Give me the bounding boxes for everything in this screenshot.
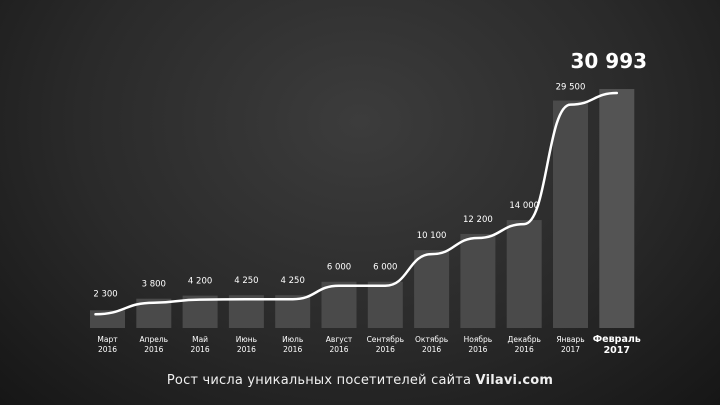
bar-3 xyxy=(228,295,264,328)
value-label-0: 2 300 xyxy=(93,289,117,299)
bars-group xyxy=(90,89,635,328)
bar-11 xyxy=(599,89,635,328)
caption-site: Vilavi.com xyxy=(475,373,554,388)
x-tick-label-4: Июль 2016 xyxy=(282,335,303,354)
value-label-8: 12 200 xyxy=(463,215,493,225)
x-tick-label-6: Сентябрь 2016 xyxy=(367,335,404,354)
bar-4 xyxy=(275,295,311,328)
trend-line-group xyxy=(94,91,619,316)
bar-10 xyxy=(553,100,588,328)
x-tick-label-3: Июнь 2016 xyxy=(236,335,257,354)
bar-6 xyxy=(367,281,403,328)
value-label-11: 30 993 xyxy=(571,49,648,73)
caption-text: Рост числа уникальных посетителей сайта xyxy=(166,373,476,388)
value-label-10: 29 500 xyxy=(556,83,586,93)
x-tick-label-8: Ноябрь 2016 xyxy=(464,335,493,354)
x-tick-label-2: Май 2016 xyxy=(191,335,210,354)
value-label-1: 3 800 xyxy=(142,280,166,290)
x-tick-label-1: Апрель 2016 xyxy=(139,335,168,354)
value-labels-group: 2 300 3 800 4 200 4 250 4 250 6 000 6 000 10 10… xyxy=(93,49,647,299)
chart-caption: Рост числа уникальных посетителей сайта … xyxy=(0,373,720,388)
x-tick-label-9: Декабрь 2016 xyxy=(507,335,540,354)
value-label-9: 14 000 xyxy=(509,201,539,211)
value-label-3: 4 250 xyxy=(234,276,258,286)
value-label-6: 6 000 xyxy=(373,263,397,273)
x-tick-label-10: Январь 2017 xyxy=(556,335,584,354)
bar-8 xyxy=(460,233,496,328)
x-tick-label-7: Октябрь 2016 xyxy=(415,335,448,354)
x-axis-labels-group: Март 2016 Апрель 2016 Май 2016 Июнь 2016 Июль 201… xyxy=(97,334,640,356)
value-label-5: 6 000 xyxy=(327,263,351,273)
bar-9 xyxy=(506,220,542,328)
x-tick-label-11: Февраль 2017 xyxy=(593,334,641,356)
bar-5 xyxy=(321,281,357,328)
value-label-7: 10 100 xyxy=(417,231,447,241)
x-tick-label-0: Март 2016 xyxy=(97,335,118,354)
value-label-4: 4 250 xyxy=(281,276,305,286)
value-label-2: 4 200 xyxy=(188,277,212,287)
trend-line xyxy=(94,91,619,316)
bar-7 xyxy=(414,250,450,328)
x-tick-label-5: Август 2016 xyxy=(326,335,353,354)
